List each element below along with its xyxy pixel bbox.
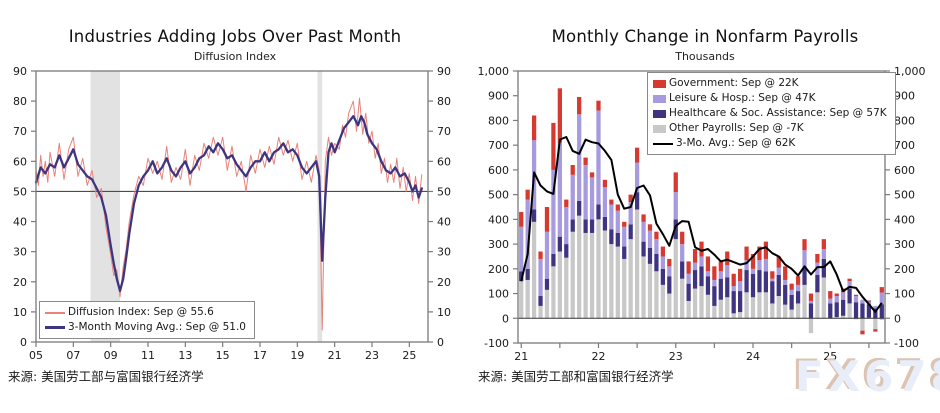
svg-text:-100: -100 xyxy=(484,337,509,350)
svg-text:80: 80 xyxy=(13,95,27,108)
legend-item-healthcare: Healthcare & Soc. Assistance: Sep @ 57K xyxy=(653,106,887,121)
payrolls-chart-svg: -100 -100 0 0 100 100 200 200 300 300 400 400 500 500… xyxy=(478,65,926,363)
svg-text:100: 100 xyxy=(488,288,509,301)
svg-text:800: 800 xyxy=(894,114,915,127)
svg-text:10: 10 xyxy=(437,306,451,319)
svg-text:1,000: 1,000 xyxy=(478,65,510,78)
svg-text:900: 900 xyxy=(894,90,915,103)
svg-text:70: 70 xyxy=(13,125,27,138)
svg-text:50: 50 xyxy=(437,185,451,198)
svg-text:0: 0 xyxy=(894,312,901,325)
svg-text:50: 50 xyxy=(13,185,27,198)
diffusion-index-line-swatch xyxy=(45,311,65,314)
svg-text:80: 80 xyxy=(437,95,451,108)
legend-item-3mo-avg: 3-Mo. Avg.: Sep @ 62K xyxy=(653,136,887,151)
svg-text:300: 300 xyxy=(488,238,509,251)
payrolls-source-note: 来源: 美国劳工部和富国银行经济学 xyxy=(478,369,674,384)
payrolls-legend: Government: Sep @ 22K Leisure & Hosp.: S… xyxy=(647,72,896,155)
diffusion-chart-title: Industries Adding Jobs Over Past Month xyxy=(68,27,402,46)
payrolls-chart-subtitle: Thousands xyxy=(675,50,735,63)
legend-item-leisure: Leisure & Hosp.: Sep @ 47K xyxy=(653,91,887,106)
svg-text:500: 500 xyxy=(488,189,509,202)
healthcare-swatch xyxy=(653,109,666,118)
svg-text:70: 70 xyxy=(437,125,451,138)
svg-text:700: 700 xyxy=(488,139,509,152)
svg-text:400: 400 xyxy=(488,213,509,226)
diffusion-legend: Diffusion Index: Sep @ 55.6 3-Month Movi… xyxy=(39,301,255,339)
legend-label: 3-Mo. Avg.: Sep @ 62K xyxy=(676,137,796,149)
moving-avg-line-swatch xyxy=(45,326,65,329)
svg-text:800: 800 xyxy=(488,114,509,127)
svg-text:23: 23 xyxy=(365,349,379,362)
svg-text:40: 40 xyxy=(437,216,451,229)
svg-text:05: 05 xyxy=(29,349,43,362)
svg-text:200: 200 xyxy=(894,263,915,276)
legend-item-other-payrolls: Other Payrolls: Sep @ -7K xyxy=(653,121,887,136)
svg-text:100: 100 xyxy=(894,288,915,301)
svg-text:30: 30 xyxy=(437,246,451,259)
svg-text:17: 17 xyxy=(253,349,267,362)
svg-text:10: 10 xyxy=(13,306,27,319)
svg-text:600: 600 xyxy=(488,164,509,177)
legend-item-diffusion-index: Diffusion Index: Sep @ 55.6 xyxy=(45,305,246,320)
svg-text:20: 20 xyxy=(13,276,27,289)
svg-text:700: 700 xyxy=(894,139,915,152)
svg-text:13: 13 xyxy=(178,349,192,362)
svg-text:1,000: 1,000 xyxy=(894,65,926,78)
svg-text:0: 0 xyxy=(437,336,444,349)
svg-text:60: 60 xyxy=(13,155,27,168)
svg-text:300: 300 xyxy=(894,238,915,251)
diffusion-source-note: 来源: 美国劳工部与富国银行经济学 xyxy=(8,369,204,384)
svg-text:500: 500 xyxy=(894,189,915,202)
payrolls-chart-title: Monthly Change in Nonfarm Payrolls xyxy=(551,27,859,46)
svg-text:24: 24 xyxy=(746,350,760,363)
other-payrolls-swatch xyxy=(653,124,666,133)
svg-text:0: 0 xyxy=(502,312,509,325)
legend-label: Other Payrolls: Sep @ -7K xyxy=(669,122,804,134)
svg-text:60: 60 xyxy=(437,155,451,168)
svg-text:25: 25 xyxy=(823,350,837,363)
avg-line-swatch xyxy=(653,142,673,145)
svg-text:900: 900 xyxy=(488,90,509,103)
svg-text:20: 20 xyxy=(437,276,451,289)
diffusion-chart-subtitle: Diffusion Index xyxy=(193,50,277,63)
government-swatch xyxy=(653,79,666,88)
svg-text:40: 40 xyxy=(13,216,27,229)
legend-item-government: Government: Sep @ 22K xyxy=(653,76,887,91)
svg-text:22: 22 xyxy=(591,350,605,363)
svg-text:-100: -100 xyxy=(894,337,919,350)
svg-text:21: 21 xyxy=(328,349,342,362)
svg-text:15: 15 xyxy=(216,349,230,362)
legend-label: Diffusion Index: Sep @ 55.6 xyxy=(68,306,214,318)
svg-text:400: 400 xyxy=(894,213,915,226)
legend-label: Government: Sep @ 22K xyxy=(669,77,799,89)
svg-text:600: 600 xyxy=(894,164,915,177)
legend-label: Healthcare & Soc. Assistance: Sep @ 57K xyxy=(669,107,887,119)
svg-text:90: 90 xyxy=(437,65,451,78)
svg-text:90: 90 xyxy=(13,65,27,78)
svg-text:30: 30 xyxy=(13,246,27,259)
svg-text:0: 0 xyxy=(20,336,27,349)
diffusion-chart-svg: 0 0 10 10 20 20 30 30 40 40 50 50 60 60 70 70 80 80 90 90 05… xyxy=(13,65,451,362)
leisure-swatch xyxy=(653,94,666,103)
svg-text:19: 19 xyxy=(290,349,304,362)
svg-text:07: 07 xyxy=(66,349,80,362)
svg-text:09: 09 xyxy=(104,349,118,362)
svg-text:11: 11 xyxy=(141,349,155,362)
payrolls-chart-panel: -100 -100 0 0 100 100 200 200 300 300 400 400 500 500… xyxy=(470,0,940,413)
svg-text:200: 200 xyxy=(488,263,509,276)
legend-item-moving-avg: 3-Month Moving Avg.: Sep @ 51.0 xyxy=(45,320,246,335)
svg-text:23: 23 xyxy=(669,350,683,363)
diffusion-chart-panel: 0 0 10 10 20 20 30 30 40 40 50 50 60 60 70 70 80 80 90 90 05… xyxy=(8,27,451,384)
legend-label: Leisure & Hosp.: Sep @ 47K xyxy=(669,92,816,104)
svg-text:21: 21 xyxy=(514,350,528,363)
fx678-watermark: FX678 xyxy=(795,352,940,401)
legend-label: 3-Month Moving Avg.: Sep @ 51.0 xyxy=(68,321,246,333)
svg-text:25: 25 xyxy=(402,349,416,362)
